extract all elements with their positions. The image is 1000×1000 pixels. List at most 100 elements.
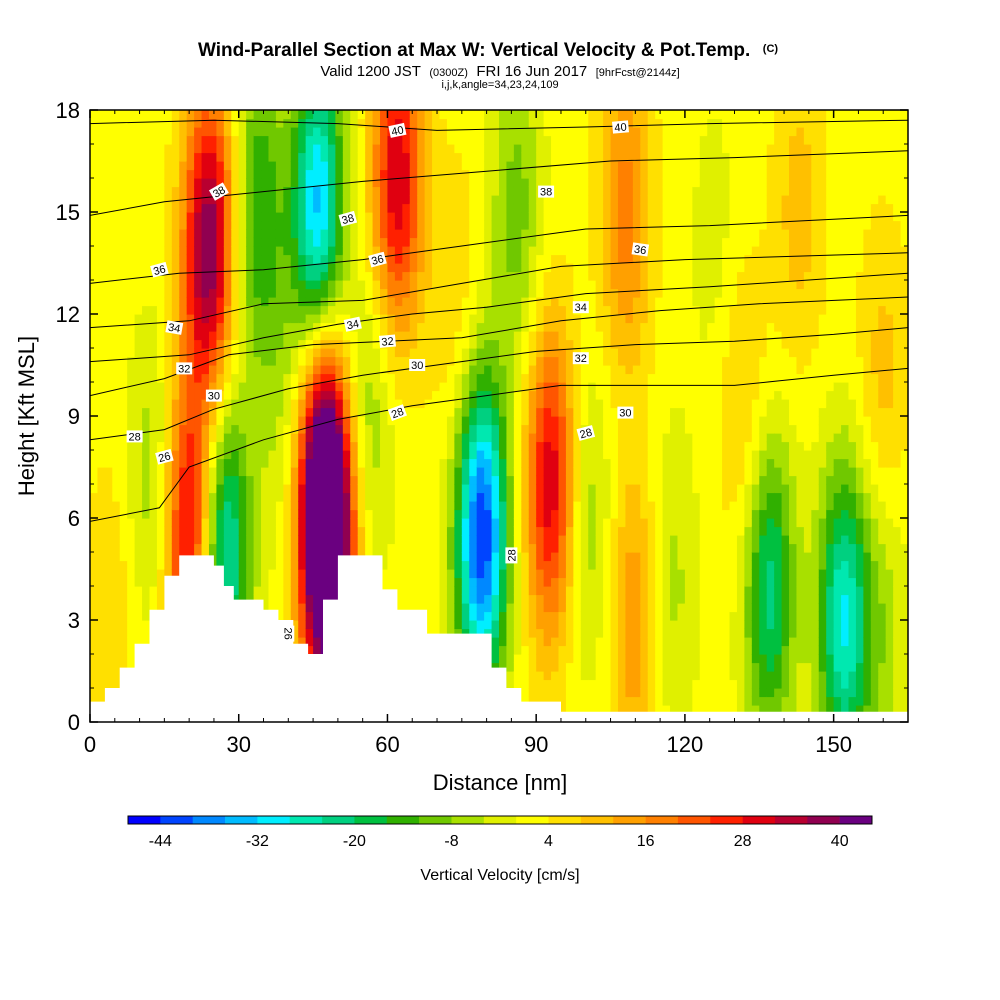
velocity-cell <box>417 594 426 604</box>
velocity-cell <box>476 118 485 128</box>
velocity-cell <box>127 484 136 494</box>
velocity-cell <box>528 237 537 247</box>
velocity-cell <box>335 135 344 145</box>
velocity-cell <box>461 195 470 205</box>
velocity-cell <box>365 433 374 443</box>
velocity-cell <box>327 186 336 196</box>
velocity-cell <box>565 288 574 298</box>
velocity-cell <box>461 246 470 256</box>
velocity-cell <box>186 399 195 409</box>
velocity-cell <box>179 135 188 145</box>
velocity-cell <box>246 161 255 171</box>
velocity-cell <box>335 356 344 366</box>
velocity-cell <box>231 314 240 324</box>
velocity-cell <box>179 518 188 528</box>
velocity-cell <box>335 178 344 188</box>
velocity-cell <box>402 161 411 171</box>
velocity-cell <box>603 679 612 689</box>
velocity-cell <box>261 169 270 179</box>
velocity-cell <box>290 492 299 502</box>
velocity-cell <box>499 526 508 536</box>
velocity-cell <box>127 373 136 383</box>
velocity-cell <box>357 509 366 519</box>
velocity-cell <box>298 127 307 137</box>
velocity-cell <box>327 433 336 443</box>
velocity-cell <box>90 552 99 562</box>
velocity-cell <box>446 594 455 604</box>
velocity-cell <box>528 365 537 375</box>
velocity-cell <box>551 365 560 375</box>
velocity-cell <box>90 569 99 579</box>
velocity-cell <box>268 212 277 222</box>
velocity-cell <box>231 586 240 596</box>
velocity-cell <box>543 356 552 366</box>
velocity-cell <box>298 195 307 205</box>
velocity-cell <box>208 135 218 145</box>
velocity-cell <box>112 450 121 460</box>
velocity-cell <box>580 407 589 417</box>
velocity-cell <box>171 195 180 205</box>
velocity-cell <box>573 339 582 349</box>
velocity-cell <box>499 331 508 341</box>
velocity-cell <box>298 501 307 511</box>
velocity-cell <box>409 178 418 188</box>
velocity-cell <box>104 671 113 681</box>
velocity-cell <box>565 620 574 630</box>
velocity-cell <box>580 458 589 468</box>
velocity-cell <box>506 603 515 613</box>
velocity-cell <box>484 246 493 256</box>
velocity-cell <box>97 679 106 689</box>
velocity-cell <box>246 509 255 519</box>
velocity-cell <box>394 246 403 256</box>
velocity-cell <box>565 492 574 502</box>
velocity-cell <box>469 339 478 349</box>
velocity-cell <box>142 509 151 519</box>
velocity-cell <box>275 280 284 290</box>
velocity-cell <box>104 314 113 324</box>
velocity-cell <box>97 603 106 613</box>
velocity-cell <box>357 416 366 426</box>
velocity-cell <box>104 620 113 630</box>
velocity-cell <box>588 212 597 222</box>
velocity-cell <box>402 450 411 460</box>
velocity-cell <box>380 280 389 290</box>
velocity-cell <box>439 535 448 545</box>
velocity-cell <box>402 237 411 247</box>
velocity-cell <box>402 543 411 553</box>
velocity-cell <box>268 331 277 341</box>
velocity-cell <box>90 399 99 409</box>
velocity-cell <box>454 518 463 528</box>
velocity-cell <box>513 110 522 120</box>
velocity-cell <box>469 178 478 188</box>
velocity-cell <box>409 586 418 596</box>
velocity-cell <box>335 535 344 545</box>
velocity-cell <box>216 178 225 188</box>
velocity-cell <box>573 696 582 706</box>
velocity-cell <box>424 611 433 621</box>
velocity-cell <box>528 246 537 256</box>
velocity-cell <box>216 416 225 426</box>
velocity-cell <box>469 416 478 426</box>
velocity-cell <box>558 688 567 698</box>
velocity-cell <box>402 458 411 468</box>
velocity-cell <box>402 433 411 443</box>
velocity-cell <box>97 688 106 698</box>
velocity-cell <box>387 254 396 264</box>
velocity-cell <box>357 178 366 188</box>
velocity-cell <box>298 314 307 324</box>
velocity-cell <box>469 297 478 307</box>
velocity-cell <box>446 518 455 528</box>
velocity-cell <box>521 654 530 664</box>
velocity-cell <box>268 424 277 434</box>
velocity-cell <box>454 161 463 171</box>
velocity-cell <box>142 390 151 400</box>
velocity-cell <box>350 399 359 409</box>
velocity-cell <box>90 620 99 630</box>
velocity-cell <box>350 526 359 536</box>
velocity-cell <box>112 365 121 375</box>
velocity-cell <box>305 569 314 579</box>
velocity-cell <box>565 271 574 281</box>
velocity-cell <box>573 161 582 171</box>
velocity-cell <box>432 450 441 460</box>
velocity-cell <box>119 373 128 383</box>
